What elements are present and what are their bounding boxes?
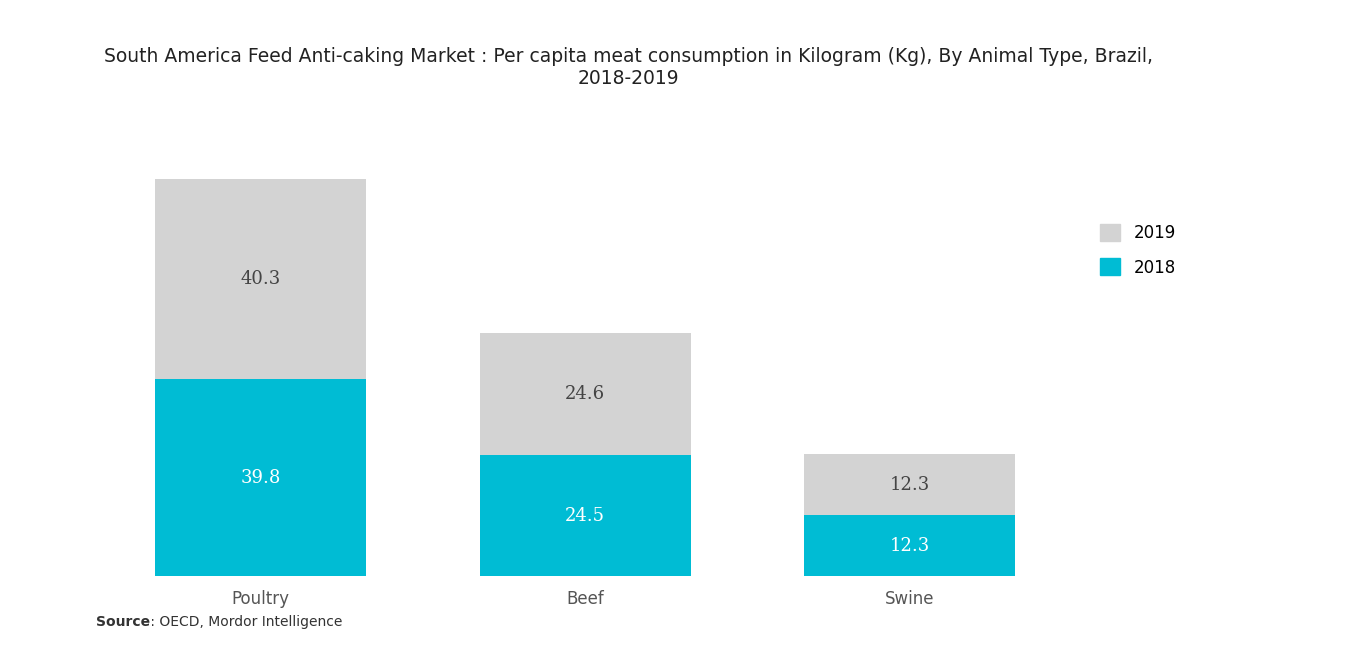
Text: Source: Source (96, 615, 150, 629)
Text: : OECD, Mordor Intelligence: : OECD, Mordor Intelligence (146, 615, 343, 629)
Legend: 2019, 2018: 2019, 2018 (1094, 217, 1183, 283)
Bar (805, 515, 1015, 576)
Text: 40.3: 40.3 (240, 270, 280, 288)
Bar (805, 455, 1015, 515)
Text: 39.8: 39.8 (240, 468, 281, 487)
Bar (154, 179, 366, 379)
Text: 24.5: 24.5 (566, 506, 605, 525)
Bar (154, 379, 366, 576)
Text: South America Feed Anti-caking Market : Per capita meat consumption in Kilogram : South America Feed Anti-caking Market : … (104, 47, 1153, 88)
Text: 12.3: 12.3 (889, 537, 930, 555)
Text: 12.3: 12.3 (889, 476, 930, 494)
Text: 24.6: 24.6 (566, 384, 605, 403)
Bar (479, 455, 691, 576)
Bar (479, 333, 691, 455)
